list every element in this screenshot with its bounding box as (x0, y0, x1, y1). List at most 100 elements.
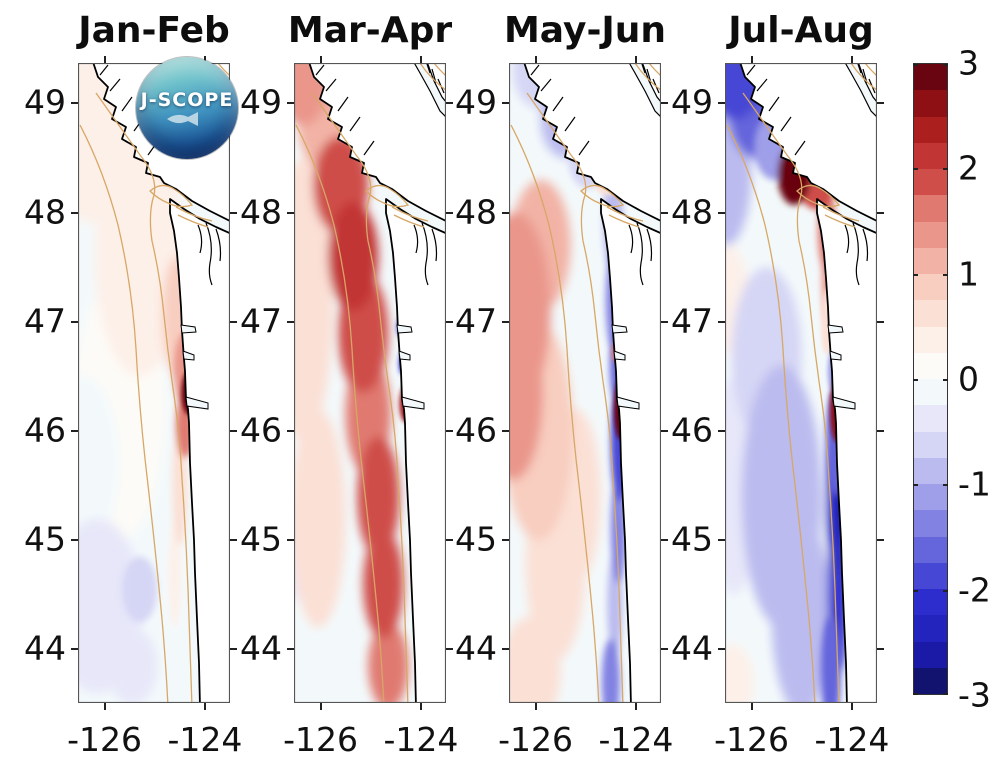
anomaly-blob (294, 158, 334, 442)
lat-tick-label: 48 (240, 192, 282, 232)
tick-mark (71, 211, 78, 214)
tick-mark (71, 430, 78, 433)
lat-tick-label: 45 (24, 519, 66, 559)
tick-mark (661, 211, 668, 214)
colorbar-segment (914, 484, 947, 511)
colorbar-segment (914, 64, 947, 91)
tick-mark (750, 56, 753, 63)
tick-mark (718, 539, 725, 542)
colorbar-tick-label: -2 (958, 570, 991, 610)
coastline-detail (426, 63, 431, 74)
panel-frame (725, 63, 877, 703)
anomaly-blob (363, 529, 404, 639)
coastline-detail (337, 96, 349, 112)
tick-mark (287, 102, 294, 105)
tick-mark (71, 539, 78, 542)
colorbar-tick (913, 64, 918, 66)
estuary-inlet (396, 324, 413, 334)
coastline-detail (857, 63, 862, 74)
coastline-detail (121, 96, 133, 112)
lat-tick-label: 47 (24, 301, 66, 341)
colorbar-tick (913, 273, 918, 276)
lat-tick-label: 48 (455, 192, 497, 232)
panel-title-jan-feb: Jan-Feb (78, 10, 230, 51)
coastline-detail (628, 224, 634, 254)
bathymetry-contour (149, 184, 194, 208)
tick-mark (71, 102, 78, 105)
bathymetry-contour (393, 214, 425, 228)
tick-mark (446, 430, 453, 433)
land-washington-oregon (600, 198, 661, 703)
lat-tick-label: 47 (455, 301, 497, 341)
colorbar-segment (914, 221, 947, 248)
tick-mark (718, 320, 725, 323)
colorbar-tick (913, 168, 918, 171)
lat-tick-label: 46 (24, 410, 66, 450)
tick-mark (877, 320, 884, 323)
estuary-inlet (611, 324, 628, 334)
inner-strait-water (413, 63, 446, 118)
tick-mark (446, 648, 453, 651)
tick-mark (850, 703, 853, 710)
estuary-inlet (613, 350, 626, 361)
tick-mark (850, 56, 853, 63)
coastline-detail (844, 224, 850, 254)
colorbar-segment (914, 352, 947, 379)
coastline-detail (205, 222, 213, 286)
panel-title-mar-apr: Mar-Apr (287, 10, 453, 51)
colorbar-segment (914, 116, 947, 143)
panel-frame (78, 63, 230, 703)
bathymetry-contour (726, 124, 816, 703)
tick-mark (230, 648, 237, 651)
lon-tick-label: -126 (714, 720, 790, 759)
colorbar-segment (914, 457, 947, 484)
tick-mark (203, 703, 206, 710)
tick-mark (446, 102, 453, 105)
tick-mark (446, 211, 453, 214)
coastline-detail (197, 224, 203, 254)
estuary-inlet (398, 350, 411, 361)
tick-mark (319, 56, 322, 63)
land-washington-oregon (385, 198, 446, 703)
bathymetry-contour (850, 63, 877, 91)
coastline-detail (646, 228, 653, 262)
tick-mark (534, 56, 537, 63)
colorbar-segment (914, 142, 947, 169)
fish-icon (167, 112, 198, 126)
anomaly-blob (78, 376, 120, 552)
anomaly-blob (509, 616, 561, 703)
colorbar-tick-label: 2 (958, 148, 979, 188)
colorbar-tick-label: -1 (958, 464, 991, 504)
lat-tick-label: 44 (671, 629, 713, 669)
coastline-detail (530, 64, 540, 76)
coastline-detail (794, 140, 806, 156)
tick-mark (287, 539, 294, 542)
lat-tick-label: 45 (455, 519, 497, 559)
bathymetry-contour (526, 92, 624, 703)
anomaly-blob (357, 436, 400, 557)
coastline-detail (862, 228, 869, 262)
tick-mark (718, 648, 725, 651)
estuary-inlet (185, 396, 209, 410)
estuary-inlet (401, 396, 425, 410)
tick-mark (71, 648, 78, 651)
tick-mark (103, 56, 106, 63)
tick-mark (750, 703, 753, 710)
coastline-detail (349, 116, 361, 132)
colorbar-segment (914, 431, 947, 458)
lat-tick-label: 48 (24, 192, 66, 232)
coastline-detail (109, 78, 121, 92)
tick-mark (71, 320, 78, 323)
tick-mark (718, 430, 725, 433)
anomaly-blob (509, 305, 544, 481)
tick-mark (502, 539, 509, 542)
tick-mark (634, 56, 637, 63)
colorbar-tick-label: -3 (958, 675, 991, 715)
panel-frame (294, 63, 446, 703)
estuary-inlet (829, 350, 842, 361)
colorbar-tick-label: 3 (958, 43, 979, 83)
colorbar-segment (914, 300, 947, 327)
tick-mark (661, 648, 668, 651)
bathymetry-contour (606, 206, 644, 222)
bathymetry-contour (433, 63, 446, 77)
